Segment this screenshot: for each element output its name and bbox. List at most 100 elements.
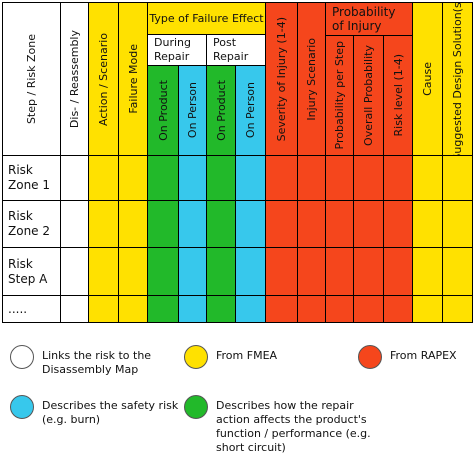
column-header: Overall Probability (353, 35, 384, 156)
table-cell (235, 295, 266, 323)
table-cell (206, 155, 236, 201)
table-cell (60, 155, 89, 201)
legend-label: Describes how the repair action affects … (216, 399, 371, 454)
table-cell (297, 200, 326, 248)
column-header: On Person (235, 65, 266, 156)
table-cell (412, 155, 443, 201)
legend-label: Links the risk to the Disassembly Map (42, 349, 152, 376)
table-cell (206, 295, 236, 323)
table-cell (297, 295, 326, 323)
legend-swatch (184, 395, 208, 419)
cell-text: On Product (214, 80, 228, 141)
cell-text: Action / Scenario (97, 32, 110, 126)
legend-swatch (10, 345, 34, 369)
table-cell (297, 155, 326, 201)
column-header: Dis- / Reassembly (60, 2, 89, 156)
table-cell (442, 295, 473, 323)
legend-swatch (358, 345, 382, 369)
group-header: Probability of Injury (325, 2, 413, 36)
column-header: On Person (178, 65, 207, 156)
cell-text: Cause (421, 62, 434, 96)
table-cell (353, 295, 384, 323)
table-cell (118, 200, 148, 248)
table-cell (235, 200, 266, 248)
subgroup-header: During Repair (147, 34, 207, 66)
table-cell (383, 247, 413, 296)
cell-text: On Person (244, 82, 257, 139)
table-cell (412, 200, 443, 248)
table-cell (60, 295, 89, 323)
table-cell (325, 247, 354, 296)
table-cell (442, 247, 473, 296)
cell-text: During Repair (154, 36, 191, 63)
table-cell (206, 200, 236, 248)
cell-text: Risk level (1-4) (391, 54, 405, 137)
column-header: Probability per Step (325, 35, 354, 156)
cell-text: Probability of Injury (332, 5, 396, 33)
cell-text: Risk Step A (8, 256, 48, 286)
legend-label: From FMEA (216, 349, 278, 362)
column-header: Injury Scenario (297, 2, 326, 156)
column-header: Risk level (1-4) (383, 35, 413, 156)
cell-text: Type of Failure Effect (149, 12, 264, 25)
table-cell (178, 295, 207, 323)
row-label: Risk Zone 2 (2, 200, 61, 248)
table-cell (147, 155, 179, 201)
table-cell (206, 247, 236, 296)
table-cell (297, 247, 326, 296)
table-cell (325, 295, 354, 323)
table-cell (88, 200, 119, 248)
table-cell (118, 247, 148, 296)
column-header: Action / Scenario (88, 2, 119, 156)
table-cell (265, 247, 298, 296)
table-cell (353, 155, 384, 201)
cell-text: ..... (8, 301, 28, 316)
cell-text: Probability per Step (333, 41, 346, 150)
table-cell (442, 200, 473, 248)
cell-text: Overall Probability (362, 45, 375, 146)
table-cell (325, 200, 354, 248)
table-cell (147, 200, 179, 248)
table-cell (88, 295, 119, 323)
column-header: Failure Mode (118, 2, 148, 156)
table-cell (118, 155, 148, 201)
table-cell (235, 247, 266, 296)
table-cell (265, 295, 298, 323)
table-cell (265, 200, 298, 248)
legend-swatch (10, 395, 34, 419)
cell-text: Step / Risk Zone (25, 33, 38, 125)
table-cell (178, 155, 207, 201)
table-cell (178, 200, 207, 248)
table-cell (118, 295, 148, 323)
column-header: Cause (412, 2, 443, 156)
row-label: Risk Zone 1 (2, 155, 61, 201)
table-cell (88, 247, 119, 296)
legend-label: Describes the safety risk (e.g. burn) (42, 399, 179, 426)
table-cell (60, 200, 89, 248)
column-header: Severity of Injury (1-4) (265, 2, 298, 156)
table-cell (325, 155, 354, 201)
table-cell (147, 295, 179, 323)
column-header: On Product (206, 65, 236, 156)
table-cell (88, 155, 119, 201)
group-header: Type of Failure Effect (147, 2, 266, 35)
table-cell (412, 295, 443, 323)
table-cell (442, 155, 473, 201)
table-cell (235, 155, 266, 201)
cell-text: Dis- / Reassembly (68, 29, 81, 129)
cell-text: On Person (186, 82, 199, 139)
cell-text: Severity of Injury (1-4) (275, 16, 288, 142)
cell-text: Injury Scenario (305, 37, 318, 121)
table-cell (147, 247, 179, 296)
table-cell (412, 247, 443, 296)
row-label: ..... (2, 295, 61, 323)
subgroup-header: Post Repair (206, 34, 266, 66)
cell-text: Post Repair (213, 36, 249, 63)
table-cell (383, 155, 413, 201)
cell-text: Failure Mode (126, 44, 140, 114)
column-header: On Product (147, 65, 179, 156)
table-cell (353, 200, 384, 248)
table-cell (60, 247, 89, 296)
table-cell (265, 155, 298, 201)
